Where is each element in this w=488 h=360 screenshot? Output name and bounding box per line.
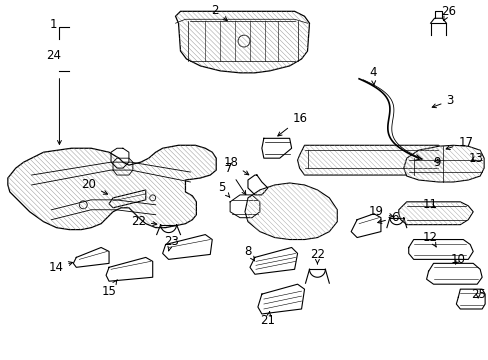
Text: 8: 8 — [244, 245, 254, 261]
Text: 15: 15 — [102, 280, 117, 298]
Text: 22: 22 — [130, 215, 157, 228]
Text: 20: 20 — [81, 179, 107, 194]
Text: 12: 12 — [422, 231, 437, 247]
Text: 25: 25 — [470, 288, 485, 301]
Text: 26: 26 — [440, 5, 455, 21]
Text: 2: 2 — [211, 4, 227, 21]
Text: 6: 6 — [377, 211, 398, 224]
Text: 13: 13 — [468, 152, 482, 165]
Text: 21: 21 — [260, 311, 275, 327]
Text: 9: 9 — [432, 156, 439, 168]
Polygon shape — [398, 202, 472, 225]
Polygon shape — [297, 145, 446, 175]
Text: 17: 17 — [445, 136, 472, 149]
Polygon shape — [109, 190, 145, 208]
Text: 7: 7 — [224, 162, 245, 195]
Text: 11: 11 — [422, 198, 437, 211]
Text: 10: 10 — [450, 253, 465, 266]
Text: 1: 1 — [50, 18, 57, 31]
Text: 24: 24 — [46, 49, 61, 63]
Text: 23: 23 — [163, 235, 178, 251]
Text: 22: 22 — [309, 248, 324, 264]
Text: 18: 18 — [223, 156, 248, 175]
Text: 3: 3 — [431, 94, 453, 108]
Text: 14: 14 — [48, 261, 72, 274]
Polygon shape — [8, 145, 216, 230]
Polygon shape — [403, 145, 483, 182]
Text: 4: 4 — [369, 66, 376, 85]
Text: 5: 5 — [217, 181, 229, 197]
Text: 16: 16 — [277, 112, 307, 136]
Polygon shape — [175, 11, 309, 73]
Polygon shape — [244, 183, 337, 239]
Text: 19: 19 — [368, 205, 392, 218]
